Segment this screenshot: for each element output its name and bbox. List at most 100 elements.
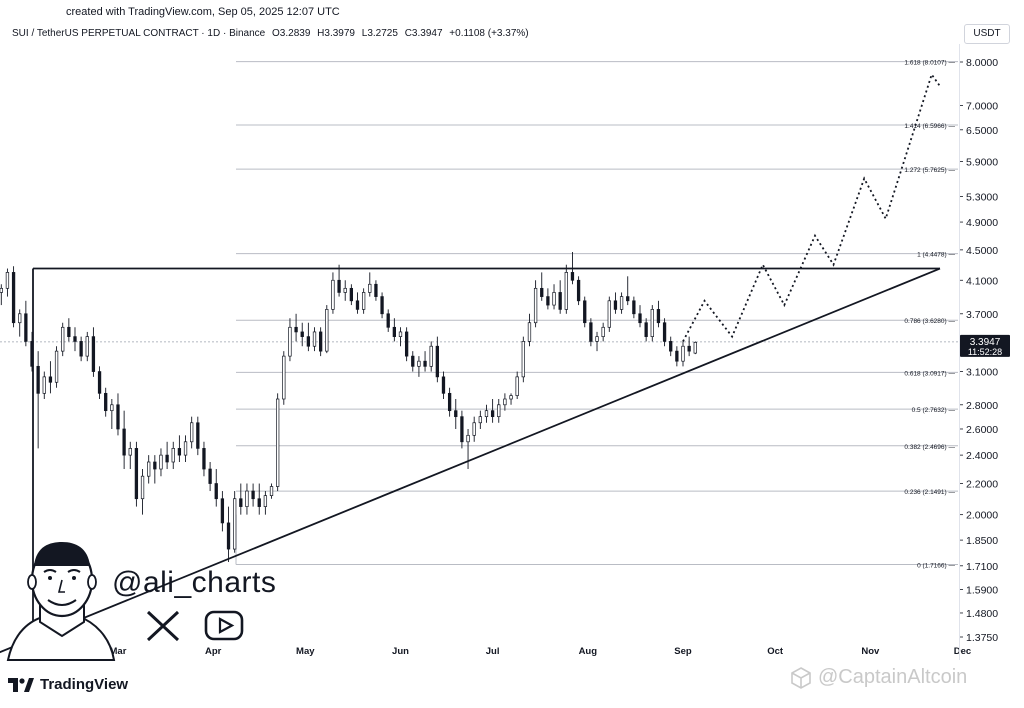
candle-body	[441, 376, 446, 394]
candle-body	[490, 410, 495, 418]
y-axis[interactable]: 8.0000 7.0000 6.5000 5.9000 5.3000 4.9000 4.50…	[959, 57, 998, 644]
fib-label: 0.382 (2.4696) —	[904, 444, 955, 451]
candle-body	[521, 341, 525, 378]
x-tick-label: Mar	[110, 646, 127, 657]
candle-body	[269, 486, 274, 496]
symbol-header: SUI / TetherUS PERPETUAL CONTRACT · 1D ·…	[12, 28, 533, 39]
last-price-label: 3.3947	[970, 337, 1001, 348]
candle-body	[140, 475, 145, 500]
candle-body	[134, 448, 139, 500]
fib-label: 1 (4.4478) —	[917, 252, 955, 259]
candle-body	[147, 461, 151, 477]
ohlc-low: L3.2725	[361, 28, 398, 39]
candle-body	[411, 355, 415, 367]
y-tick-label: 1.3750	[966, 632, 998, 644]
y-tick-label: 2.0000	[966, 510, 998, 522]
candle-body	[540, 287, 544, 297]
candle-body	[404, 331, 409, 357]
candle-body	[613, 300, 618, 310]
candle-body	[368, 283, 372, 293]
tradingview-logo[interactable]: TradingView	[8, 676, 128, 693]
fib-label: 1.272 (5.7625) —	[904, 167, 955, 174]
candle-body	[361, 292, 366, 310]
candle-body	[233, 498, 237, 550]
candle-body	[619, 296, 624, 310]
avatar-ear-left	[27, 574, 37, 590]
y-tick-label: 6.5000	[966, 125, 998, 137]
candle-body	[257, 498, 261, 507]
y-tick-label: 5.9000	[966, 156, 998, 168]
candles	[0, 252, 697, 563]
price-tag-box	[960, 334, 1010, 357]
currency-button[interactable]: USDT	[964, 24, 1010, 44]
candle-body	[153, 461, 157, 470]
candle-body	[85, 336, 89, 357]
fib-label: 0 (1.7166) —	[917, 563, 955, 570]
candle-body	[312, 331, 317, 347]
fibonacci-levels: 1.618 (8.0107) — 1.414 (6.5966) — 1.272 (5…	[0, 60, 958, 570]
candle-body	[656, 309, 661, 324]
candle-body	[466, 434, 470, 443]
watermark: @CaptainAltcoin	[790, 666, 967, 689]
candle-body	[183, 441, 188, 456]
y-tick-label: 1.7100	[966, 561, 998, 573]
candle-body	[509, 395, 513, 400]
candle-body	[429, 345, 433, 367]
candle-body	[515, 376, 519, 396]
candle-body	[662, 322, 667, 342]
watermark-text: @CaptainAltcoin	[818, 666, 968, 688]
candle-body	[294, 326, 298, 333]
candle-body	[570, 272, 575, 281]
candle-body	[392, 326, 396, 337]
candle-body	[128, 448, 132, 456]
candle-body	[669, 341, 673, 352]
candle-body	[110, 404, 114, 412]
candle-body	[79, 341, 83, 357]
candle-body	[435, 345, 439, 378]
candle-body	[54, 350, 59, 383]
candle-body	[650, 309, 654, 337]
x-tick-label: Nov	[861, 646, 880, 657]
candle-body	[484, 410, 489, 418]
avatar-nose	[57, 579, 65, 593]
candle-body	[220, 498, 225, 524]
candle-body	[564, 272, 568, 310]
avatar-mouth	[47, 599, 77, 606]
ascending-support-line	[0, 267, 941, 654]
tradingview-icon	[8, 677, 34, 692]
candle-body	[325, 309, 329, 352]
candle-body	[104, 392, 108, 412]
candle-body	[423, 360, 427, 367]
fib-label: 1.414 (6.5966) —	[904, 123, 955, 130]
x-tick-label: Oct	[767, 646, 784, 657]
candle-body	[374, 283, 378, 297]
y-tick-label: 3.1000	[966, 367, 998, 379]
tradingview-wordmark: TradingView	[40, 676, 129, 693]
avatar-brows	[43, 569, 81, 573]
candle-body	[97, 371, 102, 394]
candle-body	[503, 398, 507, 406]
symbol-name[interactable]: SUI / TetherUS PERPETUAL CONTRACT · 1D ·…	[12, 28, 266, 39]
author-handle: @ali_charts	[112, 566, 277, 599]
ohlc-open: O3.2839	[272, 28, 311, 39]
candle-body	[11, 272, 16, 324]
candle-body	[644, 322, 648, 337]
y-tick-label: 5.3000	[966, 191, 998, 203]
candle-body	[337, 279, 341, 293]
candle-body	[349, 287, 354, 302]
candle-body	[0, 287, 3, 293]
candle-body	[478, 416, 482, 424]
candle-body	[122, 428, 126, 456]
x-icon	[146, 610, 180, 642]
price-change: +0.1108 (+3.37%)	[449, 28, 529, 39]
candle-body	[190, 422, 194, 443]
fib-label: 0.618 (3.0917) —	[904, 370, 955, 377]
candle-body	[288, 326, 292, 357]
candle-body	[546, 296, 550, 306]
candle-body	[159, 454, 163, 470]
candle-body	[558, 292, 562, 310]
x-axis[interactable]: FebMarAprMayJunJulAugSepOctNovDec	[24, 646, 972, 657]
candle-body	[116, 404, 120, 430]
y-tick-label: 2.6000	[966, 424, 998, 436]
